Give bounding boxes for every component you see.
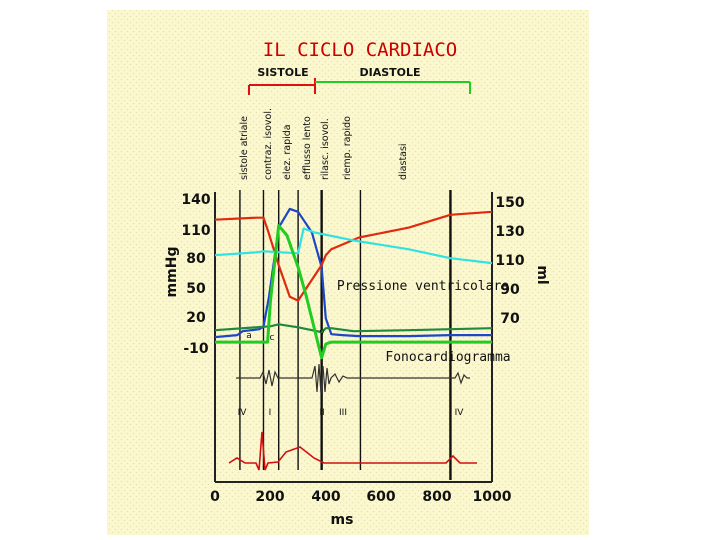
y-left-tick: 110 xyxy=(181,223,210,239)
y-right-tick: 110 xyxy=(495,253,524,269)
y-left-axis-label: mmHg xyxy=(164,247,180,298)
y-left-tick: 50 xyxy=(186,281,206,297)
phase-label-diastole: DIASTOLE xyxy=(359,66,420,79)
series-line-3 xyxy=(214,227,493,265)
x-tick: 800 xyxy=(422,489,451,505)
background-texture xyxy=(107,10,589,535)
y-left-tick: 20 xyxy=(186,310,206,326)
heart-sound-label: I xyxy=(269,408,272,418)
y-left-tick: -10 xyxy=(183,341,209,357)
x-tick: 0 xyxy=(210,489,220,505)
phase-label-systole: SISTOLE xyxy=(257,66,308,79)
y-left-tick: 80 xyxy=(186,251,206,267)
y-left-ticks: 140 110 80 50 20 -10 xyxy=(181,192,210,357)
series-line-1 xyxy=(214,207,492,339)
phonocardiogram-trace xyxy=(236,363,470,395)
heart-sound-label: IV xyxy=(238,408,248,418)
annotation-phono: Fonocardiogramma xyxy=(385,350,510,365)
x-axis-label: ms xyxy=(331,512,354,528)
y-right-axis-label: ml xyxy=(534,265,550,284)
subphase-label-3: elez. rapida xyxy=(282,124,293,180)
heart-sound-label: IV xyxy=(455,408,465,418)
y-right-ticks: 150 130 110 90 70 xyxy=(495,195,524,327)
phono-baseline xyxy=(236,363,470,395)
y-right-tick: 70 xyxy=(500,311,520,327)
ecg-trace xyxy=(228,431,477,471)
phase-brackets xyxy=(248,78,471,95)
heart-sound-label: II xyxy=(319,408,324,418)
series-line-2 xyxy=(214,210,493,302)
series-layer xyxy=(214,207,493,360)
x-ticks: 0 200 400 600 800 1000 xyxy=(210,489,512,505)
y-left-tick: 140 xyxy=(181,192,210,208)
subphase-label-6: riemp. rapido xyxy=(342,116,353,180)
heart-sound-labels: IV I II III IV xyxy=(238,408,465,418)
series-line-4 xyxy=(214,323,493,334)
x-tick: 1000 xyxy=(473,489,512,505)
subphase-label-1: sistole atriale xyxy=(239,116,250,180)
ecg-line xyxy=(228,431,477,471)
x-tick: 200 xyxy=(255,489,284,505)
y-right-tick: 90 xyxy=(500,282,520,298)
x-tick: 400 xyxy=(311,489,340,505)
subphase-label-4: efflusso lento xyxy=(302,116,313,180)
subphase-label-5: rilasc. isovol. xyxy=(320,118,331,180)
series-line-5 xyxy=(215,224,492,360)
annotation-pressure: Pressione ventricolare xyxy=(337,279,509,294)
y-right-tick: 130 xyxy=(495,224,524,240)
heart-sound-label: III xyxy=(339,408,347,418)
wave-label-v: v xyxy=(319,328,325,338)
chart-title: IL CICLO CARDIACO xyxy=(263,39,457,61)
subphase-label-2: contraz. isovol. xyxy=(263,108,274,180)
wave-label-c: c xyxy=(270,333,275,343)
x-tick: 600 xyxy=(366,489,395,505)
y-right-tick: 150 xyxy=(495,195,524,211)
subphase-label-7: diastasi xyxy=(398,143,409,180)
wave-label-a: a xyxy=(246,331,252,341)
